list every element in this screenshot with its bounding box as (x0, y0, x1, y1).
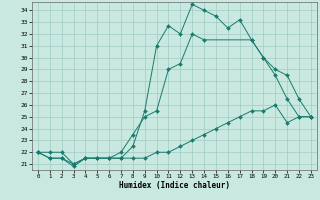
X-axis label: Humidex (Indice chaleur): Humidex (Indice chaleur) (119, 181, 230, 190)
